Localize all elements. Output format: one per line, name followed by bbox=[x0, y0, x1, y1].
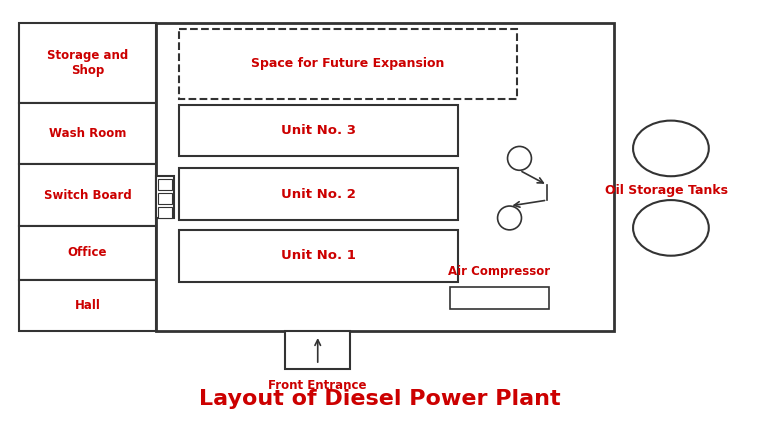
Text: Oil Storage Tanks: Oil Storage Tanks bbox=[606, 184, 728, 197]
Bar bbox=[285, 331, 350, 369]
Bar bbox=[19, 280, 156, 331]
Bar bbox=[179, 230, 458, 282]
Text: Air Compressor: Air Compressor bbox=[448, 264, 551, 277]
Bar bbox=[19, 226, 156, 280]
Bar bbox=[156, 23, 614, 331]
Text: Front Entrance: Front Entrance bbox=[268, 379, 367, 392]
Text: Wash Room: Wash Room bbox=[49, 127, 126, 140]
Bar bbox=[158, 193, 172, 204]
Ellipse shape bbox=[633, 200, 709, 256]
Text: Space for Future Expansion: Space for Future Expansion bbox=[252, 58, 445, 71]
Bar bbox=[158, 179, 172, 190]
Bar bbox=[179, 29, 518, 99]
Text: Unit No. 1: Unit No. 1 bbox=[280, 249, 356, 262]
Text: Office: Office bbox=[68, 246, 107, 259]
Bar bbox=[19, 103, 156, 164]
Text: Switch Board: Switch Board bbox=[43, 189, 131, 202]
Text: Layout of Diesel Power Plant: Layout of Diesel Power Plant bbox=[199, 389, 561, 409]
Bar bbox=[156, 176, 174, 218]
Bar bbox=[179, 105, 458, 157]
Text: Unit No. 3: Unit No. 3 bbox=[280, 124, 356, 137]
Ellipse shape bbox=[633, 121, 709, 176]
Bar bbox=[179, 168, 458, 220]
Text: Storage and
Shop: Storage and Shop bbox=[47, 49, 128, 77]
Text: Hall: Hall bbox=[74, 299, 100, 312]
Bar bbox=[19, 23, 156, 103]
Bar bbox=[158, 207, 172, 218]
Circle shape bbox=[498, 206, 521, 230]
Bar bbox=[19, 164, 156, 226]
Circle shape bbox=[508, 146, 531, 170]
Text: Unit No. 2: Unit No. 2 bbox=[280, 188, 356, 201]
Bar bbox=[450, 288, 549, 309]
